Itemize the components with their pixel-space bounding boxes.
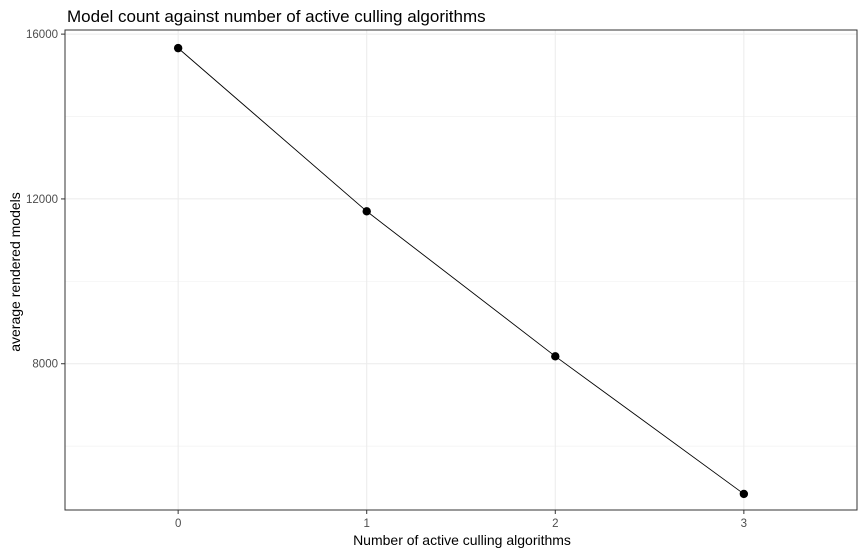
data-point bbox=[362, 207, 371, 216]
x-axis-title: Number of active culling algorithms bbox=[353, 532, 571, 548]
x-tick-label: 3 bbox=[741, 518, 747, 530]
x-tick-label: 1 bbox=[364, 518, 370, 530]
series-line bbox=[177, 47, 745, 495]
y-tick-label: 16000 bbox=[26, 29, 58, 41]
y-tick-label: 12000 bbox=[26, 194, 58, 206]
y-axis-title: average rendered models bbox=[7, 192, 23, 352]
data-point bbox=[551, 352, 560, 361]
data-point bbox=[173, 43, 183, 53]
plot-panel: 0 1 2 3 8000 12000 16000 bbox=[26, 29, 858, 530]
panel-border bbox=[64, 29, 858, 511]
y-tick-label: 8000 bbox=[32, 359, 58, 371]
x-tick-label: 2 bbox=[552, 518, 558, 530]
chart-title: Model count against number of active cul… bbox=[67, 7, 486, 26]
x-tick-label: 0 bbox=[175, 518, 181, 530]
data-point bbox=[739, 489, 749, 499]
